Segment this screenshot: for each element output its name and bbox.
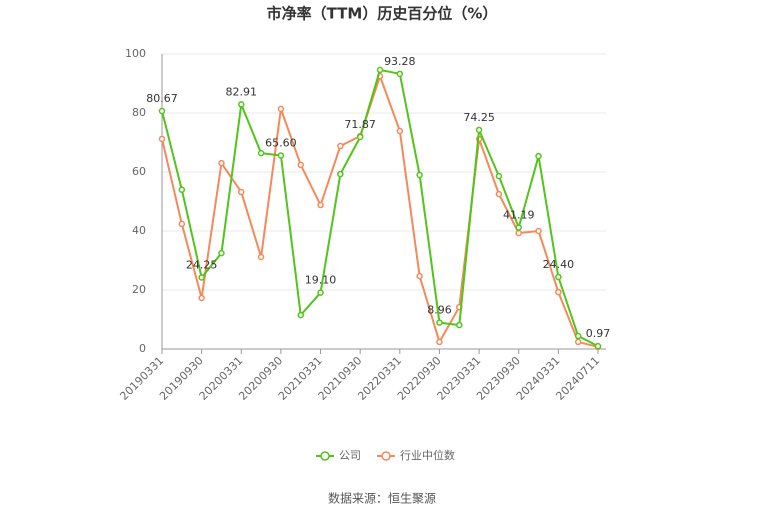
data-point — [436, 319, 443, 326]
data-point — [456, 321, 463, 329]
data-point — [277, 152, 285, 159]
data-point — [257, 253, 265, 261]
data-point — [198, 274, 205, 281]
data-label: 74.25 — [463, 111, 495, 124]
data-label: 41.19 — [503, 208, 535, 221]
chart-title: 市净率（TTM）历史百分位（%） — [267, 5, 498, 23]
data-point — [555, 288, 562, 296]
data-label: 24.25 — [186, 258, 218, 271]
data-point — [178, 220, 186, 228]
data-point — [238, 101, 245, 108]
data-point — [337, 142, 344, 150]
y-tick-label: 20 — [132, 283, 146, 296]
data-point — [317, 201, 324, 209]
data-point — [416, 171, 423, 179]
data-point — [218, 159, 225, 167]
data-point — [158, 107, 166, 115]
data-label: 93.28 — [384, 55, 416, 68]
data-point — [396, 70, 404, 78]
data-point — [535, 152, 542, 160]
data-point — [178, 186, 186, 193]
data-point — [376, 66, 384, 74]
data-point — [297, 161, 304, 169]
data-point — [356, 133, 364, 141]
data-point — [555, 273, 562, 281]
data-label: 8.96 — [427, 304, 452, 317]
source: 数据来源：恒生聚源 — [328, 491, 436, 506]
data-point — [535, 227, 542, 235]
y-tick-label: 60 — [132, 165, 146, 178]
legend-label: 公司 — [339, 449, 361, 462]
data-point — [574, 332, 582, 340]
legend-marker — [381, 451, 391, 461]
data-point — [317, 289, 324, 296]
data-label: 0.97 — [586, 327, 611, 340]
data-label: 65.60 — [265, 136, 297, 149]
data-label: 80.67 — [146, 92, 178, 105]
data-point — [495, 190, 503, 198]
data-point — [238, 188, 245, 196]
data-point — [218, 249, 225, 257]
data-point — [515, 224, 522, 231]
legend-marker — [320, 451, 330, 461]
data-label: 82.91 — [226, 85, 258, 98]
y-tick-label: 40 — [132, 224, 146, 237]
legend-label: 行业中位数 — [400, 448, 455, 462]
data-label: 19.10 — [305, 274, 337, 287]
data-label: 24.40 — [543, 258, 575, 271]
data-point — [594, 342, 602, 350]
data-point — [337, 170, 344, 178]
data-point — [436, 338, 443, 346]
y-tick-label: 0 — [139, 342, 146, 355]
data-point — [416, 272, 423, 280]
data-point — [297, 311, 304, 319]
y-tick-label: 80 — [132, 106, 146, 119]
data-point — [396, 127, 404, 135]
data-label: 71.87 — [344, 118, 376, 131]
data-point — [198, 294, 205, 302]
y-tick-label: 100 — [125, 47, 146, 60]
data-point — [574, 338, 582, 346]
data-point — [475, 126, 483, 134]
data-point — [257, 149, 265, 157]
data-point — [515, 229, 522, 237]
x-tick-label: 20240711 — [553, 354, 602, 403]
data-point — [158, 135, 166, 143]
data-point — [277, 105, 285, 113]
data-point — [495, 172, 503, 180]
